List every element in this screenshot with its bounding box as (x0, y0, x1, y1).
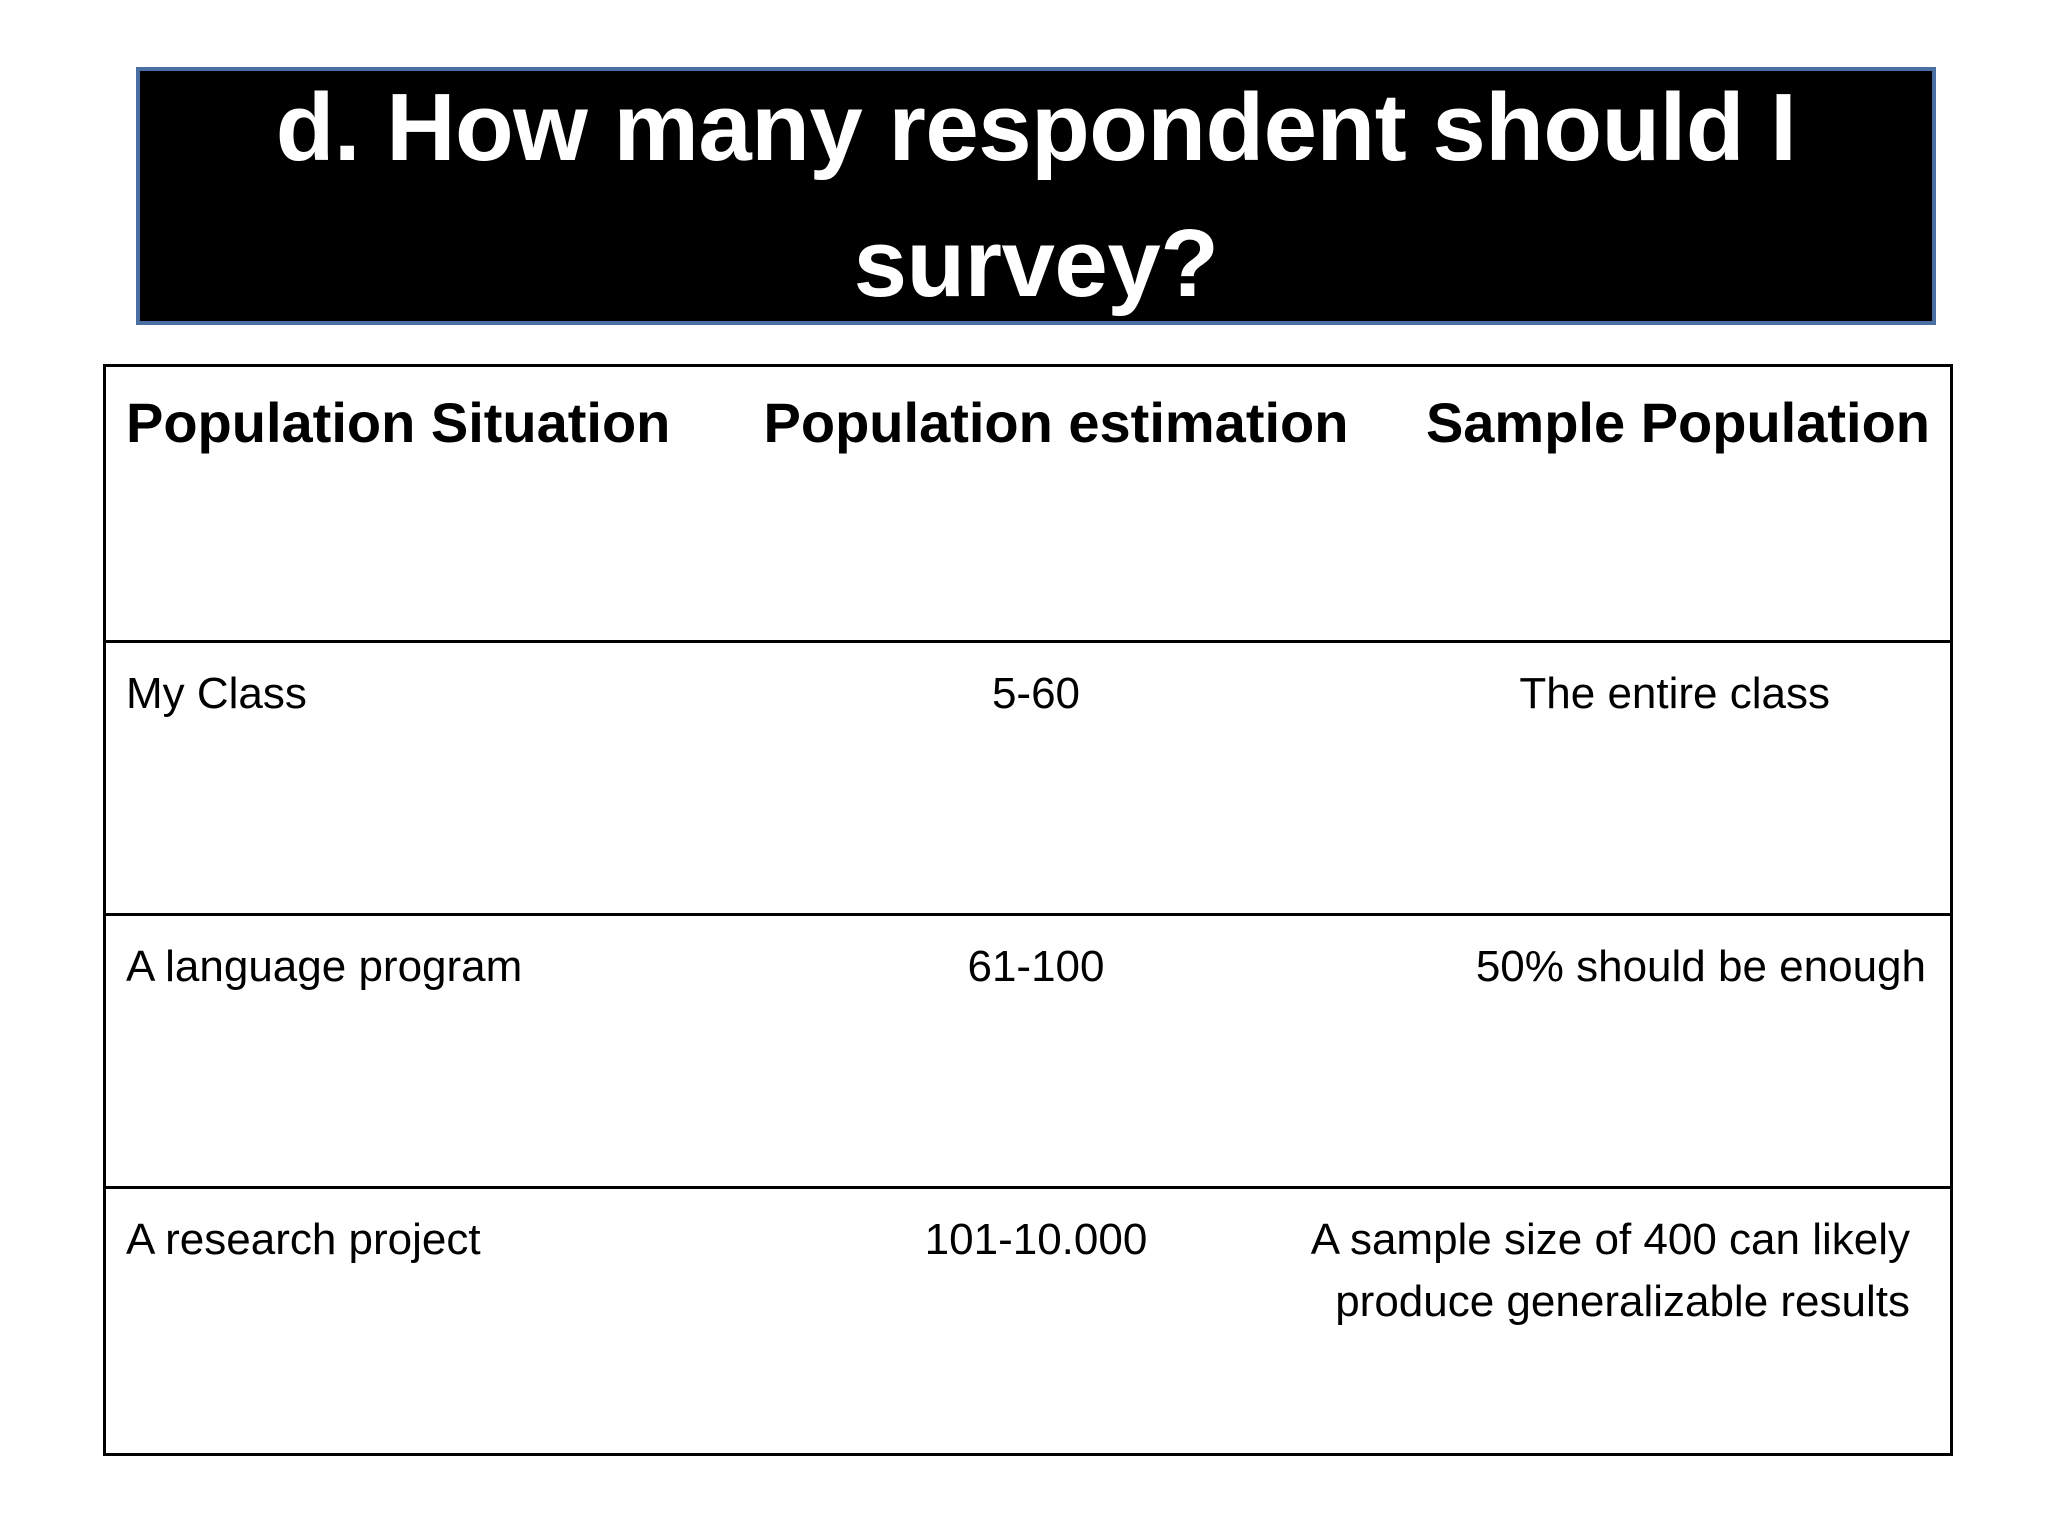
header-population-estimation: Population estimation (763, 391, 1349, 454)
table-row: My Class 5-60 The entire class (106, 640, 1950, 913)
cell-sample: 50% should be enough (1475, 942, 1926, 991)
cell-sample: The entire class (1519, 669, 1830, 718)
slide-title: d. How many respondent should I survey? (275, 74, 1797, 317)
table-header-row: Population Situation Population estimati… (106, 367, 1950, 640)
cell-sample: A sample size of 400 can likely produce … (1310, 1215, 1910, 1326)
cell-situation: A language program (126, 942, 523, 991)
cell-situation: A research project (126, 1215, 481, 1264)
header-sample-population: Sample Population (1425, 391, 1930, 454)
table-row: A language program 61-100 50% should be … (106, 913, 1950, 1186)
cell-estimation: 61-100 (967, 942, 1105, 991)
cell-situation: My Class (126, 669, 307, 718)
cell-estimation: 101-10.000 (924, 1215, 1148, 1264)
cell-estimation: 5-60 (991, 669, 1081, 718)
survey-size-table: Population Situation Population estimati… (103, 364, 1953, 1456)
slide-title-box: d. How many respondent should I survey? (136, 67, 1936, 325)
table-row: A research project 101-10.000 A sample s… (106, 1186, 1950, 1459)
header-population-situation: Population Situation (126, 391, 671, 454)
